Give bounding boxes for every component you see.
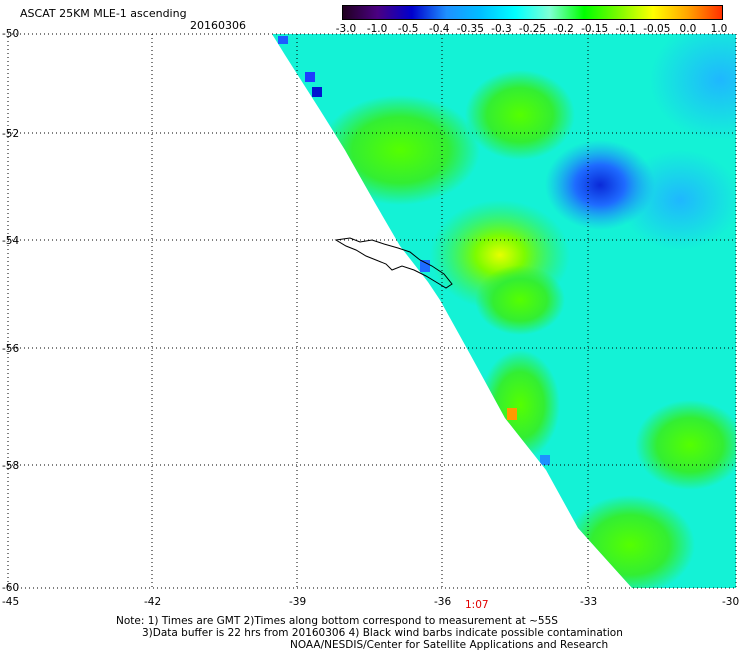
map-date: 20160306 (190, 19, 246, 32)
color-scale-tick-label: 1.0 (710, 23, 728, 35)
lat-label: -54 (2, 235, 19, 247)
lat-label: -58 (2, 460, 19, 472)
color-scale-bar (342, 5, 723, 20)
footnote-line-1: Note: 1) Times are GMT 2)Times along bot… (116, 615, 558, 627)
footnote-line-2: 3)Data buffer is 22 hrs from 20160306 4)… (142, 627, 623, 639)
credit-line: NOAA/NESDIS/Center for Satellite Applica… (290, 639, 609, 651)
lat-label: -50 (2, 28, 19, 40)
color-scale-tick-label: -0.15 (581, 23, 609, 35)
latitude-labels: -50 -52 -54 -56 -58 -60 (2, 28, 19, 594)
map-title: ASCAT 25KM MLE-1 ascending (20, 7, 187, 20)
lon-label: -36 (434, 596, 451, 608)
color-scale-tick-label: -0.2 (553, 23, 574, 35)
lon-label: -30 (722, 596, 739, 608)
color-scale-tick-label: -0.1 (615, 23, 637, 35)
mle-data-swath (272, 34, 736, 588)
color-scale-tick-label: -0.25 (518, 23, 547, 35)
lon-label: -42 (144, 596, 161, 608)
color-scale-tick-label: -0.5 (397, 23, 419, 35)
lat-label: -56 (2, 343, 19, 355)
color-scale-tick-label: -0.05 (643, 23, 671, 35)
lat-label: -60 (2, 582, 19, 594)
swath-time-label: 1:07 (465, 599, 489, 611)
color-scale-tick-label: -0.4 (429, 23, 450, 35)
south-georgia-coastline (334, 237, 453, 289)
color-scale-tick-label: -0.35 (456, 23, 484, 35)
longitude-labels: -45 -42 -39 -36 -33 -30 (2, 596, 739, 608)
lon-label: -45 (2, 596, 19, 608)
color-scale-tick-label: -1.0 (366, 23, 388, 35)
color-scale-tick-label: -0.3 (491, 23, 512, 35)
lon-label: -39 (289, 596, 306, 608)
map-frame (7, 33, 737, 589)
graticule (8, 34, 736, 588)
color-scale-tick-label: 0.0 (679, 23, 697, 35)
lon-label: -33 (580, 596, 597, 608)
lat-label: -52 (2, 128, 19, 140)
color-scale-tick-label: -3.0 (335, 23, 357, 35)
